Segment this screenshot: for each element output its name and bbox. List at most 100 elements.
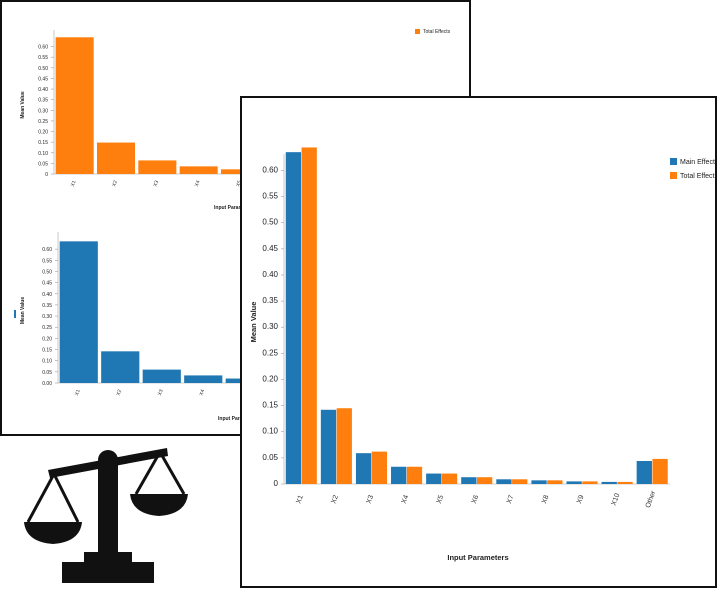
y-tick-label: 0.05 [262, 453, 278, 462]
x-axis-label: Input Parameters [214, 205, 255, 211]
bar [96, 142, 136, 174]
x-tick-label: X5 [235, 180, 243, 188]
y-tick-label: 0.55 [42, 258, 52, 264]
bar [179, 166, 218, 174]
x-tick-label: X4 [198, 389, 206, 397]
x-tick-label: X4 [194, 180, 202, 188]
y-tick-label: 0.40 [262, 270, 278, 279]
bar [101, 351, 140, 383]
x-tick-label: X3 [157, 389, 165, 397]
y-tick-label: 0.10 [42, 359, 52, 365]
bar [582, 481, 598, 484]
y-tick-label: 0.05 [38, 161, 48, 167]
balance-scale-icon [24, 448, 188, 583]
bar [601, 481, 617, 484]
y-tick-label: 0.35 [42, 303, 52, 309]
y-tick-label: 0.35 [38, 98, 48, 104]
y-tick-label: 0.60 [42, 247, 52, 253]
bar [426, 473, 442, 484]
grouped-effects-chart: 0.60 0.55 0.50 0.45 0.40 0.35 0.30 0.25 0.20 0.15… [249, 147, 719, 562]
y-tick-label: 0 [45, 172, 48, 178]
x-tick-label: X2 [330, 494, 340, 505]
y-tick-label: 0.00 [42, 381, 52, 387]
legend-swatch [14, 310, 16, 318]
bar [285, 152, 302, 484]
x-tick-label: X10 [611, 492, 622, 506]
total-effects-chart: 0.60 0.55 0.50 0.45 0.40 0.35 0.30 0.25 0.20 0.15… [20, 29, 451, 211]
bar [617, 481, 633, 484]
x-tick-label: X4 [401, 494, 411, 505]
x-tick-label: X5 [436, 494, 446, 505]
y-tick-label: 0.10 [38, 151, 48, 157]
bar [138, 160, 177, 174]
y-tick-label: 0.25 [42, 325, 52, 331]
y-tick-label: 0.45 [42, 281, 52, 287]
y-tick-label: 0.25 [38, 119, 48, 125]
x-tick-label: X1 [70, 180, 78, 188]
x-axis-label: Input Parameters [218, 416, 259, 422]
y-tick-label: 0 [274, 479, 279, 488]
legend-swatch [670, 158, 677, 165]
bar [461, 477, 477, 484]
y-axis-label: Mean Value [20, 297, 26, 324]
x-tick-label: X6 [471, 494, 481, 505]
bar [59, 241, 98, 383]
y-tick-label: 0.45 [262, 244, 278, 253]
bar [652, 458, 668, 484]
x-tick-label: Other [645, 489, 658, 508]
legend-swatch [670, 172, 677, 179]
y-tick-label: 0.60 [38, 45, 48, 51]
y-tick-label: 0.15 [262, 401, 278, 410]
bar [547, 480, 563, 484]
x-tick-label: X7 [506, 494, 516, 505]
x-tick-label: X2 [111, 180, 119, 188]
bar [184, 375, 223, 383]
y-tick-label: 0.30 [38, 108, 48, 114]
x-tick-label: X3 [153, 180, 161, 188]
y-tick-label: 0.50 [38, 66, 48, 72]
y-tick-label: 0.45 [38, 76, 48, 82]
y-tick-label: 0.50 [42, 269, 52, 275]
legend-label: Total Effects [423, 29, 451, 35]
y-tick-label: 0.50 [262, 218, 278, 227]
bar [566, 481, 582, 484]
y-tick-label: 0.10 [262, 427, 278, 436]
y-tick-label: 0.30 [42, 314, 52, 320]
x-tick-label: X2 [115, 389, 123, 397]
y-tick-label: 0.20 [262, 374, 278, 383]
bar [531, 480, 547, 484]
bar [441, 473, 458, 484]
bar [355, 453, 372, 484]
legend-label: Main Effects [680, 159, 715, 166]
y-tick-label: 0.55 [38, 55, 48, 61]
bar [55, 37, 94, 174]
x-tick-label: X3 [366, 494, 376, 505]
x-tick-label: X1 [295, 494, 305, 505]
bar [512, 479, 528, 484]
bar [477, 477, 493, 484]
y-tick-label: 0.60 [262, 165, 278, 174]
y-tick-label: 0.40 [38, 87, 48, 93]
y-tick-label: 0.15 [42, 348, 52, 354]
main-effects-chart: 0.60 0.55 0.50 0.45 0.40 0.35 0.30 0.25 0.20 0.15… [14, 232, 307, 422]
bar [496, 479, 512, 484]
y-tick-label: 0.15 [38, 140, 48, 146]
x-tick-label: X1 [74, 389, 82, 397]
bar [406, 466, 423, 484]
legend-label: Total Effects [680, 173, 715, 180]
x-tick-label: X8 [541, 494, 551, 505]
legend-swatch [415, 29, 420, 34]
bar [391, 466, 407, 484]
bar [142, 369, 181, 383]
y-tick-label: 0.35 [262, 296, 278, 305]
x-axis-label: Input Parameters [447, 553, 508, 562]
bar [301, 147, 317, 484]
front-chart-panel: 0.60 0.55 0.50 0.45 0.40 0.35 0.30 0.25 0.20 0.15… [240, 96, 719, 588]
y-tick-label: 0.40 [42, 292, 52, 298]
bar [320, 409, 337, 484]
y-tick-label: 0.30 [262, 322, 278, 331]
y-tick-label: 0.25 [262, 348, 278, 357]
y-axis-label: Mean Value [249, 302, 258, 343]
y-tick-label: 0.55 [262, 192, 278, 201]
y-axis-label: Mean Value [20, 91, 26, 118]
